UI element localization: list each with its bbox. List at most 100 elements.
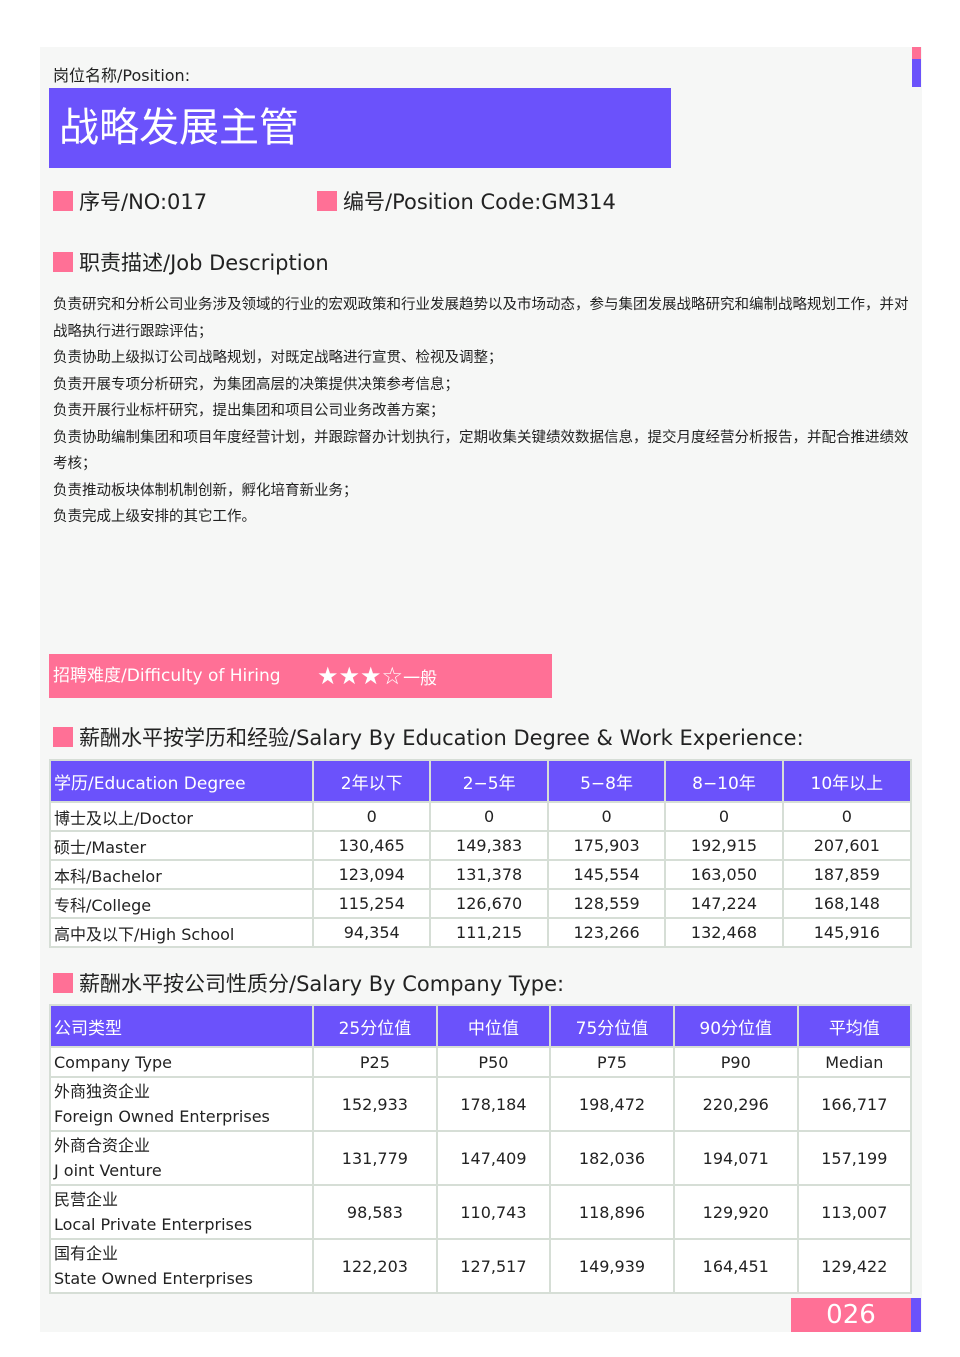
column-header: 中位值 xyxy=(435,1004,552,1048)
company-salary-table: 公司类型 25分位值 中位值 75分位值 90分位值 平均值 Company T… xyxy=(49,1004,913,1294)
salary-cell: 129,422 xyxy=(796,1238,913,1294)
column-header: 8−10年 xyxy=(664,759,784,803)
position-label: 岗位名称/Position: xyxy=(53,66,191,85)
education-salary-table: 学历/Education Degree 2年以下 2−5年 5−8年 8−10年… xyxy=(49,759,913,948)
company-table-heading: 薪酬水平按公司性质分/Salary By Company Type: xyxy=(53,968,564,998)
duty-line: 负责协助编制集团和项目年度经营计划，并跟踪督办计划执行，定期收集关键绩效数据信息… xyxy=(53,429,909,473)
column-header: 10年以上 xyxy=(781,759,913,803)
heading-text: 薪酬水平按学历和经验/Salary By Education Degree & … xyxy=(79,726,804,750)
salary-cell: 0 xyxy=(429,801,549,832)
company-type-en: Foreign Owned Enterprises xyxy=(54,1107,270,1126)
bullet-square-icon xyxy=(317,191,337,211)
table-row: 外商合资企业 J oint Venture 131,779 147,409 182,03… xyxy=(49,1130,913,1186)
page-number: 026 xyxy=(791,1298,911,1332)
company-type-cn: 国有企业 xyxy=(54,1244,119,1263)
company-type-en: Local Private Enterprises xyxy=(54,1215,253,1234)
table-row: 硕士/Master 130,465 149,383 175,903 192,915 207… xyxy=(49,830,913,861)
column-header: 公司类型 xyxy=(49,1004,314,1048)
salary-cell: 157,199 xyxy=(796,1130,913,1186)
table-row: 本科/Bachelor 123,094 131,378 145,554 163,050 1… xyxy=(49,859,913,890)
hiring-difficulty-bar: 招聘难度/Difficulty of Hiring ★★★☆一般 xyxy=(49,654,552,698)
salary-cell: 123,094 xyxy=(311,859,432,890)
salary-cell: 147,409 xyxy=(435,1130,552,1186)
column-header: 75分位值 xyxy=(549,1004,675,1048)
salary-cell: 126,670 xyxy=(429,888,549,919)
star-icons: ★★★☆ xyxy=(317,662,404,690)
salary-cell: 152,933 xyxy=(312,1076,438,1132)
subheader-cell: P25 xyxy=(312,1046,438,1078)
company-type-cn: 外商合资企业 xyxy=(54,1136,151,1155)
difficulty-level: 一般 xyxy=(403,669,438,689)
job-description-heading: 职责描述/Job Description xyxy=(53,247,329,277)
salary-cell: 0 xyxy=(781,801,913,832)
duty-line: 负责协助上级拟订公司战略规划，对既定战略进行宣贯、检视及调整； xyxy=(53,350,503,366)
salary-cell: 187,859 xyxy=(781,859,913,890)
hiring-label: 招聘难度/Difficulty of Hiring xyxy=(53,666,281,686)
table-row: 外商独资企业 Foreign Owned Enterprises 152,933 17… xyxy=(49,1076,913,1132)
degree-cell: 博士及以上/Doctor xyxy=(49,801,314,832)
salary-cell: 194,071 xyxy=(672,1130,799,1186)
column-header: 25分位值 xyxy=(312,1004,438,1048)
salary-cell: 0 xyxy=(664,801,784,832)
salary-cell: 115,254 xyxy=(311,888,432,919)
salary-cell: 149,939 xyxy=(549,1238,675,1294)
salary-cell: 113,007 xyxy=(796,1184,913,1240)
company-type-cell: 外商独资企业 Foreign Owned Enterprises xyxy=(49,1076,314,1132)
corner-accent xyxy=(912,47,921,59)
salary-cell: 98,583 xyxy=(312,1184,438,1240)
table-header-row: 公司类型 25分位值 中位值 75分位值 90分位值 平均值 xyxy=(49,1004,913,1048)
salary-cell: 164,451 xyxy=(672,1238,799,1294)
company-type-cell: 民营企业 Local Private Enterprises xyxy=(49,1184,314,1240)
salary-cell: 122,203 xyxy=(312,1238,438,1294)
column-header: 2年以下 xyxy=(311,759,432,803)
bullet-square-icon xyxy=(53,973,73,993)
bullet-square-icon xyxy=(53,252,73,272)
column-header: 学历/Education Degree xyxy=(49,759,314,803)
subheader-cell: P50 xyxy=(435,1046,552,1078)
salary-cell: 166,717 xyxy=(796,1076,913,1132)
page-title: 战略发展主管 xyxy=(49,88,671,168)
serial-number: 序号/NO:017 xyxy=(53,186,207,216)
position-code-text: 编号/Position Code:GM314 xyxy=(343,190,616,214)
salary-cell: 182,036 xyxy=(549,1130,675,1186)
heading-text: 薪酬水平按公司性质分/Salary By Company Type: xyxy=(79,972,565,996)
salary-cell: 145,554 xyxy=(546,859,667,890)
column-header: 2−5年 xyxy=(429,759,549,803)
table-row: 民营企业 Local Private Enterprises 98,583 110,7… xyxy=(49,1184,913,1240)
salary-cell: 145,916 xyxy=(781,917,913,948)
table-row: 国有企业 State Owned Enterprises 122,203 127,51… xyxy=(49,1238,913,1294)
heading-text: 职责描述/Job Description xyxy=(79,251,329,275)
company-type-cell: 外商合资企业 J oint Venture xyxy=(49,1130,314,1186)
salary-cell: 168,148 xyxy=(781,888,913,919)
job-description: 负责研究和分析公司业务涉及领域的行业的宏观政策和行业发展趋势以及市场动态，参与集… xyxy=(53,292,913,531)
degree-cell: 硕士/Master xyxy=(49,830,314,861)
degree-cell: 专科/College xyxy=(49,888,314,919)
column-header: 90分位值 xyxy=(672,1004,799,1048)
salary-cell: 131,779 xyxy=(312,1130,438,1186)
degree-cell: 高中及以下/High School xyxy=(49,917,314,948)
table-row: 博士及以上/Doctor 0 0 0 0 0 xyxy=(49,801,913,832)
salary-cell: 130,465 xyxy=(311,830,432,861)
salary-cell: 123,266 xyxy=(546,917,667,948)
salary-cell: 149,383 xyxy=(429,830,549,861)
salary-cell: 163,050 xyxy=(664,859,784,890)
salary-cell: 128,559 xyxy=(546,888,667,919)
bullet-square-icon xyxy=(53,191,73,211)
duty-line: 负责开展专项分析研究，为集团高层的决策提供决策参考信息； xyxy=(53,376,459,393)
subheader-cell: Company Type xyxy=(49,1046,314,1078)
salary-cell: 129,920 xyxy=(672,1184,799,1240)
salary-cell: 198,472 xyxy=(549,1076,675,1132)
salary-cell: 94,354 xyxy=(311,917,432,948)
duty-line: 负责研究和分析公司业务涉及领域的行业的宏观政策和行业发展趋势以及市场动态，参与集… xyxy=(53,297,909,340)
company-type-en: J oint Venture xyxy=(54,1161,162,1180)
salary-cell: 110,743 xyxy=(435,1184,552,1240)
company-type-cell: 国有企业 State Owned Enterprises xyxy=(49,1238,314,1294)
bullet-square-icon xyxy=(53,727,73,747)
salary-cell: 0 xyxy=(546,801,667,832)
degree-cell: 本科/Bachelor xyxy=(49,859,314,890)
duty-line: 负责开展行业标杆研究，提出集团和项目公司业务改善方案； xyxy=(53,403,445,419)
salary-cell: 175,903 xyxy=(546,830,667,861)
company-type-cn: 民营企业 xyxy=(54,1190,119,1209)
subheader-cell: P90 xyxy=(672,1046,799,1078)
